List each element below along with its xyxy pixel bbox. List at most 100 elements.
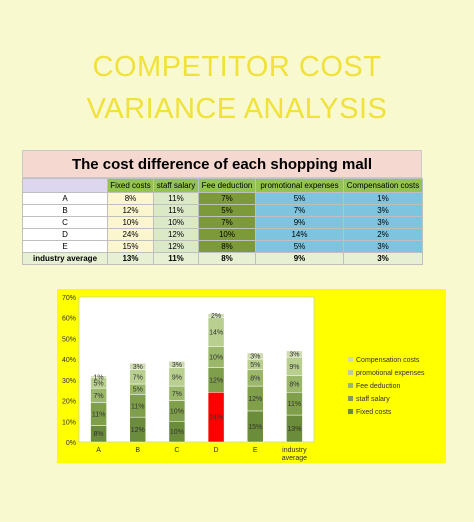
row-label: B: [22, 204, 108, 217]
y-tick-label: 60%: [62, 316, 76, 323]
row-label: D: [22, 228, 108, 241]
data-label: 7%: [172, 391, 182, 398]
column-header: staff salary: [153, 178, 199, 193]
x-tick-label: industry: [282, 447, 307, 454]
column-header: Compensation costs: [343, 178, 423, 193]
column-header: Fee deduction: [198, 178, 256, 193]
table-cell: 7%: [198, 192, 256, 205]
x-tick-label: A: [96, 447, 101, 454]
data-label: 13%: [287, 426, 301, 433]
table-cell: 12%: [153, 240, 199, 253]
data-label: 10%: [209, 355, 223, 362]
column-header: Fixed costs: [107, 178, 154, 193]
page-title-line-1: COMPETITOR COST: [92, 51, 382, 83]
data-label: 12%: [131, 427, 145, 434]
data-label: 8%: [94, 431, 104, 438]
table-cell: 24%: [107, 228, 154, 241]
cost-table: The cost difference of each shopping mal…: [22, 150, 423, 265]
y-tick-label: 30%: [62, 378, 76, 385]
stacked-bar-chart: 0%10%20%30%40%50%60%70%8%11%7%5%1%A12%11…: [62, 295, 425, 462]
table-cell: 11%: [153, 192, 199, 205]
table-row: E 15% 12% 8% 5% 3%: [22, 240, 423, 253]
plot-area: [78, 296, 315, 443]
data-label: 3%: [250, 354, 260, 361]
row-label: industry average: [22, 252, 108, 265]
table-cell: 12%: [153, 228, 199, 241]
data-label: 2%: [211, 313, 221, 320]
x-tick-label: D: [214, 447, 219, 454]
table-cell: 1%: [343, 192, 423, 205]
y-tick-label: 40%: [62, 357, 76, 364]
table-cell: 3%: [343, 216, 423, 229]
y-tick-label: 50%: [62, 336, 76, 343]
y-tick-label: 20%: [62, 399, 76, 406]
data-label: 1%: [94, 374, 104, 381]
table-cell: 11%: [153, 204, 199, 217]
legend-swatch: [348, 370, 353, 375]
column-header: promotional expenses: [255, 178, 344, 193]
table-corner-cell: [22, 178, 108, 193]
data-label: 14%: [209, 330, 223, 337]
cost-data-table: Fixed costs staff salary Fee deduction prom…: [22, 178, 423, 265]
bar-segment: [286, 350, 303, 358]
bar-segment: [168, 360, 186, 368]
table-row: A 8% 11% 7% 5% 1%: [22, 192, 423, 205]
y-tick-label: 10%: [62, 419, 76, 426]
table-cell: 3%: [343, 240, 423, 253]
table-cell: 8%: [198, 252, 256, 265]
table-cell: 11%: [153, 252, 199, 265]
table-cell: 10%: [107, 216, 154, 229]
data-label: 3%: [289, 351, 299, 358]
table-cell: 7%: [255, 204, 344, 217]
table-cell: 15%: [107, 240, 154, 253]
table-cell: 12%: [107, 204, 154, 217]
table-cell: 10%: [198, 228, 256, 241]
legend-label: promotional expenses: [356, 370, 425, 377]
data-label: 5%: [133, 387, 143, 394]
table-cell: 5%: [198, 204, 256, 217]
table-cell: 14%: [255, 228, 344, 241]
table-cell: 7%: [198, 216, 256, 229]
y-tick-label: 70%: [62, 295, 76, 302]
bar-segment: [90, 375, 107, 379]
data-label: 24%: [209, 415, 223, 422]
table-cell: 10%: [153, 216, 199, 229]
data-label: 15%: [248, 424, 262, 431]
legend-label: Fee deduction: [356, 383, 400, 390]
table-cell: 9%: [255, 216, 344, 229]
page-title-line-2: VARIANCE ANALYSIS: [86, 93, 388, 125]
table-cell: 9%: [255, 252, 344, 265]
table-cell: 3%: [343, 252, 423, 265]
legend-label: Fixed costs: [356, 409, 392, 416]
data-label: 12%: [248, 396, 262, 403]
row-label: E: [22, 240, 108, 253]
table-cell: 8%: [107, 192, 154, 205]
legend-label: staff salary: [356, 396, 390, 403]
row-label: C: [22, 216, 108, 229]
data-label: 3%: [172, 362, 182, 369]
x-tick-label: average: [282, 455, 307, 462]
data-label: 11%: [288, 401, 302, 408]
legend-swatch: [348, 409, 353, 414]
table-row: industry average 13% 11% 8% 9% 3%: [22, 252, 423, 265]
table-cell: 3%: [343, 204, 423, 217]
data-label: 11%: [131, 403, 145, 410]
table-heading: The cost difference of each shopping mal…: [22, 150, 422, 178]
table-cell: 5%: [255, 240, 344, 253]
x-tick-label: B: [135, 447, 140, 454]
data-label: 3%: [133, 364, 143, 371]
data-label: 5%: [250, 362, 260, 369]
bar-segment: [207, 313, 225, 318]
data-label: 12%: [209, 377, 223, 384]
data-label: 9%: [172, 374, 182, 381]
bar-segment: [247, 352, 264, 360]
data-label: 11%: [92, 412, 106, 419]
data-label: 8%: [250, 375, 260, 382]
legend-swatch: [348, 357, 353, 362]
bar-segment: [129, 363, 146, 370]
x-tick-label: C: [174, 447, 179, 454]
table-cell: 5%: [255, 192, 344, 205]
table-row: C 10% 10% 7% 9% 3%: [22, 216, 423, 229]
table-cell: 8%: [198, 240, 256, 253]
data-label: 7%: [94, 393, 104, 400]
